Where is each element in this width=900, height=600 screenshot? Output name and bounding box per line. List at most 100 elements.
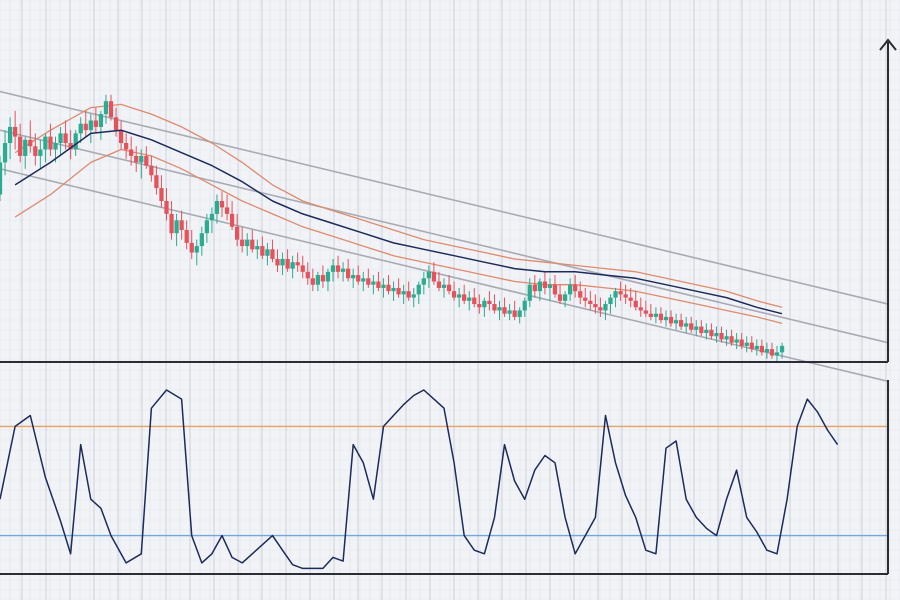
candle-body [719,333,724,340]
candle-body [673,320,679,324]
candle [139,149,144,179]
candle-body [224,207,230,214]
candle [194,239,199,266]
candle-body [330,265,336,272]
candle [169,201,174,240]
candle-body [638,307,643,311]
candle [421,271,426,295]
candle-body [749,342,754,350]
candle [351,268,356,288]
candle [583,287,588,308]
candle [578,281,583,305]
candle-body [139,155,144,163]
candle-body [497,307,502,311]
candle [441,278,447,298]
candle-body [421,278,426,285]
candle [593,294,598,314]
candle-body [255,246,260,250]
candle-body [376,281,381,288]
candle-body [542,281,548,288]
candle [391,281,396,301]
candle [229,201,235,230]
candle [573,275,578,298]
candle-body [734,339,739,343]
candle [48,123,53,156]
candle-body [568,284,573,295]
candle-body [366,278,371,285]
candle-body [98,114,104,127]
candle-body [23,139,28,156]
candle-body [537,281,542,292]
candle-body [356,275,361,282]
candle-body [285,258,290,269]
candle [482,297,487,317]
candle-body [43,136,48,150]
candle [734,333,739,350]
candle [330,258,336,282]
candle-body [270,249,275,259]
candle-body [583,297,588,301]
candle-body [441,284,447,288]
candle-body [229,213,235,227]
candle [154,165,159,195]
candle [98,110,104,140]
candle-body [557,294,563,301]
candle [28,120,33,153]
candle-body [13,126,18,137]
candle [719,326,724,343]
candle-body [53,143,58,150]
candle [477,294,482,314]
candle [724,329,729,346]
candle [699,320,704,337]
candle-body [179,220,184,230]
candle [446,275,452,295]
candle [224,194,230,221]
candle [255,239,260,259]
candle-body [38,149,43,156]
candle-body [502,307,507,314]
candle [235,213,240,247]
candle [376,271,381,292]
candle [124,133,129,160]
candle-body [83,123,88,131]
candle-body [699,326,704,334]
candle-series [0,94,785,362]
candle [643,300,648,317]
candle [517,307,522,324]
candle [300,255,305,279]
candle [23,136,28,169]
candle [416,281,421,305]
candle [603,300,608,321]
candle-body [174,220,179,234]
candle-body [416,284,421,295]
candle-body [714,333,719,337]
candle [7,117,13,160]
candle-body [532,284,537,292]
candle [492,294,497,314]
candle [58,126,63,156]
candle-body [628,297,633,301]
candle-body [235,226,240,240]
candle-body [593,304,598,308]
candle-body [759,345,764,353]
candle-body [603,304,608,311]
candle-body [411,294,416,298]
candle-body [245,239,250,247]
candle-body [159,188,164,201]
candle [240,226,245,253]
candle [83,110,88,137]
candle [628,287,633,308]
candle-body [512,310,517,317]
candle-body [744,342,749,346]
candle-body [315,275,320,285]
candle-body [679,320,684,327]
candle-body [7,126,13,144]
candle [108,94,114,121]
candle [305,262,310,285]
candle [2,130,8,176]
candle [487,291,492,311]
candle [118,120,124,150]
candle-body [48,136,53,150]
candle [709,323,714,340]
